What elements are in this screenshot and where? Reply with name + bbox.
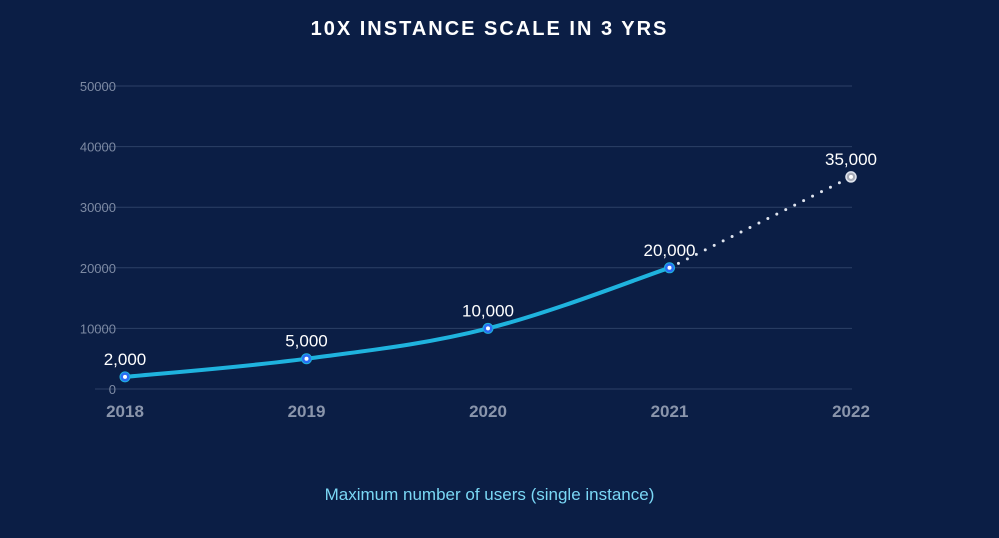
data-point-center <box>123 374 127 379</box>
y-tick-label: 0 <box>109 382 116 397</box>
y-tick-label: 20000 <box>80 261 116 276</box>
data-label: 2,000 <box>104 350 147 369</box>
chart-caption: Maximum number of users (single instance… <box>324 485 655 504</box>
chart-title: 10X INSTANCE SCALE IN 3 YRS <box>310 18 669 40</box>
x-tick-label: 2021 <box>651 402 689 421</box>
y-tick-label: 40000 <box>80 140 116 155</box>
series-line <box>123 265 672 379</box>
data-label: 35,000 <box>825 150 877 169</box>
data-label: 10,000 <box>462 301 514 320</box>
y-tick-label: 30000 <box>80 200 116 215</box>
x-tick-label: 2022 <box>832 402 870 421</box>
x-tick-label: 2020 <box>469 402 507 421</box>
x-tick-label: 2018 <box>106 402 144 421</box>
projected-data-point-center <box>849 174 853 179</box>
data-point-center <box>486 326 490 331</box>
data-label: 5,000 <box>285 332 328 351</box>
y-tick-label: 50000 <box>80 79 116 94</box>
data-point-center <box>304 356 309 361</box>
data-point-center <box>667 265 672 270</box>
y-tick-label: 10000 <box>80 321 116 336</box>
projection-line <box>668 175 853 270</box>
x-tick-label: 2019 <box>288 402 326 421</box>
data-label: 20,000 <box>644 241 696 260</box>
